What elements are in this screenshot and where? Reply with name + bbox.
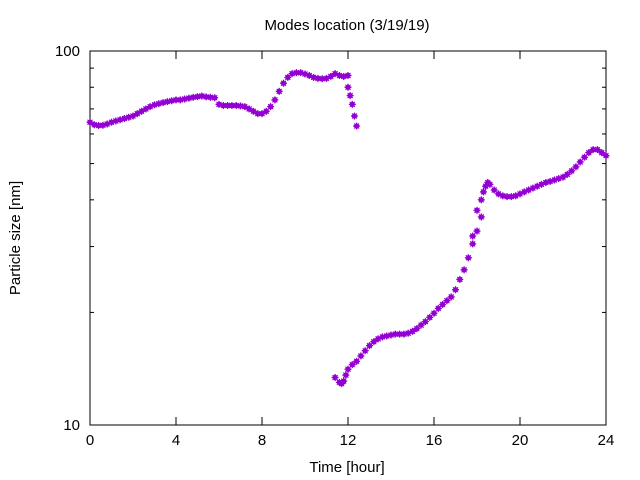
data-point (383, 332, 391, 340)
data-point (464, 254, 472, 262)
data-point (172, 96, 180, 104)
data-point (581, 153, 588, 161)
data-point (421, 318, 429, 326)
data-point (344, 83, 352, 91)
data-point (211, 94, 219, 102)
data-point (224, 101, 232, 109)
data-point (469, 232, 477, 240)
x-tick-label: 12 (340, 432, 357, 449)
data-point (194, 93, 201, 101)
data-point (254, 110, 262, 118)
data-points (86, 69, 610, 388)
data-point (340, 377, 348, 385)
data-point (344, 71, 352, 79)
data-point (503, 193, 511, 201)
data-point (572, 163, 580, 171)
x-tick-label: 20 (512, 432, 529, 449)
data-point (228, 101, 236, 109)
data-point (507, 193, 515, 201)
data-point (486, 180, 494, 188)
data-point (331, 373, 339, 381)
x-tick-label: 4 (172, 432, 180, 449)
data-point (469, 240, 477, 248)
data-point (430, 309, 438, 317)
data-point (267, 103, 275, 111)
data-point (292, 69, 300, 77)
y-axis-label: Particle size [nm] (7, 181, 24, 295)
data-point (447, 293, 455, 301)
data-point (327, 72, 335, 80)
x-tick-label: 0 (86, 432, 94, 449)
data-point (275, 87, 283, 95)
data-point (563, 170, 571, 178)
data-point (99, 121, 107, 129)
data-point (163, 98, 171, 106)
data-point (138, 107, 146, 115)
data-point (559, 173, 567, 181)
data-point (477, 196, 485, 204)
x-tick-label: 8 (258, 432, 266, 449)
data-point (348, 361, 356, 369)
data-point (396, 330, 404, 338)
data-point (348, 100, 356, 108)
data-point (456, 275, 464, 283)
y-tick-label: 100 (55, 43, 80, 60)
x-tick-label: 24 (598, 432, 615, 449)
chart-title: Modes location (3/19/19) (264, 17, 429, 34)
data-point (262, 107, 270, 115)
data-point (116, 116, 124, 124)
data-point (593, 146, 601, 154)
data-point (426, 313, 434, 321)
data-point (353, 357, 361, 365)
x-axis-label: Time [hour] (309, 459, 384, 476)
data-point (479, 188, 487, 196)
data-point (90, 121, 98, 129)
data-point (350, 112, 358, 120)
data-point (366, 342, 373, 350)
x-tick-labels: 0 4 8 12 16 20 24 (86, 432, 615, 449)
data-point (271, 96, 279, 104)
x-tick-label: 16 (426, 432, 443, 449)
y-tick-labels: 10 100 (55, 43, 80, 434)
data-point (568, 167, 576, 175)
data-point (344, 365, 352, 373)
data-point (342, 371, 350, 379)
axis-ticks (89, 50, 607, 426)
data-point (232, 101, 240, 109)
data-point (245, 105, 253, 113)
data-point (477, 213, 485, 221)
data-point (520, 188, 528, 196)
data-point (602, 152, 610, 160)
data-point (473, 227, 481, 235)
data-point (452, 286, 459, 294)
data-point (353, 122, 361, 130)
data-point (585, 149, 593, 157)
data-point (598, 149, 606, 157)
data-point (280, 79, 287, 87)
y-tick-label: 10 (63, 417, 80, 434)
data-point (357, 352, 365, 360)
data-point (576, 158, 584, 166)
data-point (417, 321, 425, 329)
data-point (473, 206, 481, 214)
data-point (361, 347, 369, 355)
data-point (370, 338, 378, 346)
data-point (443, 297, 451, 305)
data-point (460, 266, 468, 274)
data-point (346, 92, 354, 100)
